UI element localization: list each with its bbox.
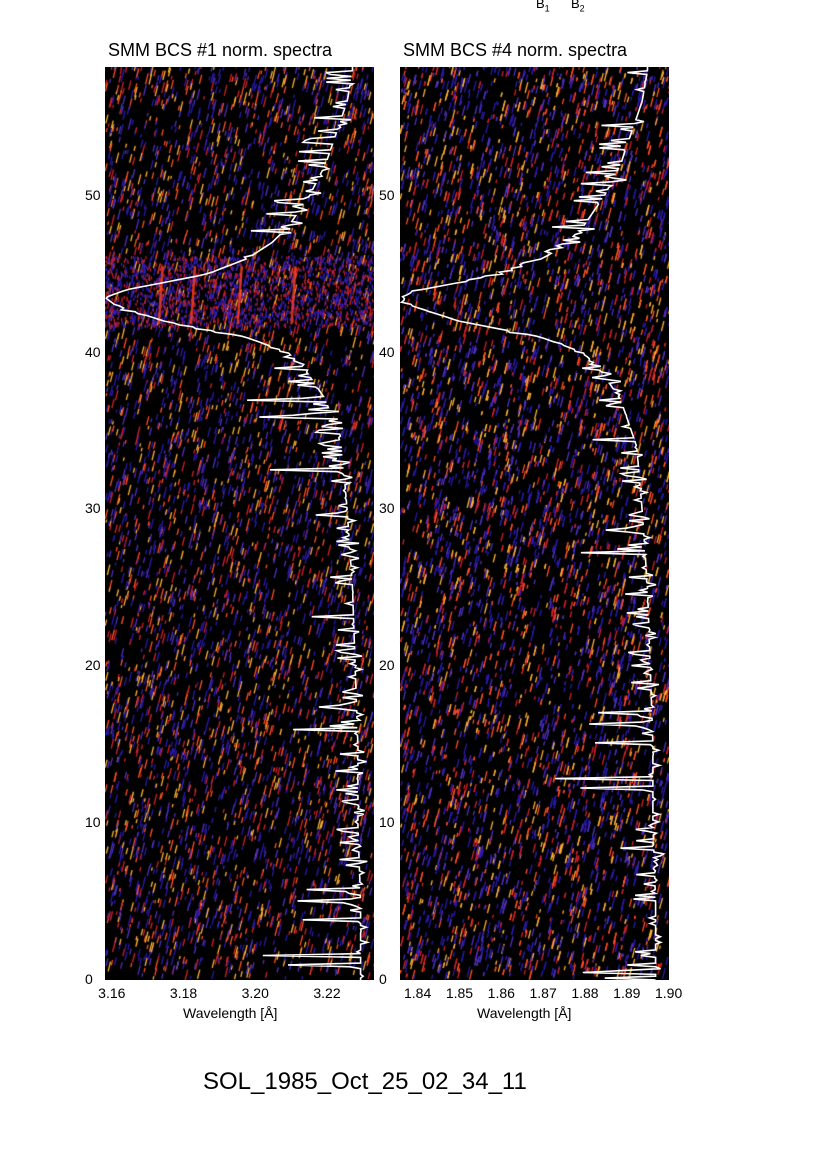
heatmap-image — [400, 67, 669, 980]
x-tick-label: 3.18 — [169, 985, 198, 1001]
light-curve — [105, 67, 371, 980]
y-tick-label: 30 — [379, 500, 395, 517]
y-tick-label: 30 — [85, 500, 101, 517]
x-tick-label: 3.16 — [98, 985, 126, 1001]
y-tick-label: 50 — [85, 186, 101, 203]
y-tick-label: 10 — [85, 814, 101, 831]
panel2-heatmap — [400, 67, 669, 980]
x-tick-label: 1.86 — [487, 985, 515, 1001]
x-tick-label: 3.22 — [313, 985, 341, 1001]
x-tick-label: 1.85 — [445, 985, 474, 1001]
legend-b1: B1 — [536, 0, 550, 14]
y-tick-label: 20 — [85, 657, 101, 674]
x-tick-label: 1.89 — [613, 985, 641, 1001]
light-curve-line — [400, 67, 666, 980]
panel1-heatmap — [105, 67, 374, 980]
x-tick-label: 1.90 — [655, 985, 683, 1001]
legend-b2-label: B — [571, 0, 580, 11]
heatmap-image — [105, 67, 374, 980]
panel1-title: SMM BCS #1 norm. spectra — [108, 40, 333, 60]
panel2-title: SMM BCS #4 norm. spectra — [403, 40, 628, 60]
panel1-xlabel: Wavelength [Å] — [183, 1005, 278, 1021]
y-tick-label: 40 — [379, 343, 395, 360]
x-tick-label: 1.88 — [571, 985, 599, 1001]
legend-b2-sub: 2 — [579, 3, 585, 14]
y-tick-label: 40 — [85, 343, 101, 360]
panel2-xlabel: Wavelength [Å] — [477, 1005, 572, 1021]
y-tick-label: 50 — [379, 186, 395, 203]
legend-b1-sub: 1 — [544, 3, 550, 14]
legend-b2: B2 — [571, 0, 585, 14]
event-id: SOL_1985_Oct_25_02_34_11 — [203, 1068, 527, 1095]
y-tick-label: 20 — [379, 657, 395, 674]
light-curve-line — [105, 67, 371, 980]
x-tick-label: 1.84 — [403, 985, 432, 1001]
x-tick-label: 1.87 — [529, 985, 557, 1001]
light-curve — [400, 67, 666, 980]
y-tick-label: 0 — [85, 971, 93, 987]
x-tick-label: 3.20 — [241, 985, 269, 1001]
y-tick-label: 10 — [379, 814, 395, 831]
y-tick-label: 0 — [379, 971, 387, 987]
legend-b1-label: B — [536, 0, 545, 11]
